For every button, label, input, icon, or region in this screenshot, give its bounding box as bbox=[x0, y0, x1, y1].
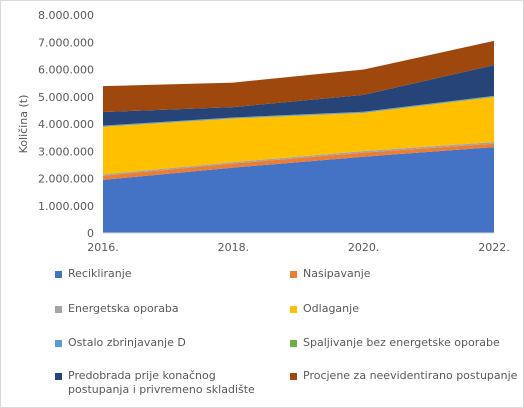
y-tick-label: 5.000.000 bbox=[38, 91, 94, 104]
legend-item: Nasipavanje bbox=[290, 267, 371, 281]
y-axis-label: Količina (t) bbox=[17, 95, 30, 154]
area-series-1 bbox=[103, 143, 494, 180]
legend-swatch bbox=[55, 340, 62, 347]
x-tick-label: 2016. bbox=[87, 241, 119, 254]
area-series-0 bbox=[103, 147, 494, 233]
legend-label: Ostalo zbrinjavanje D bbox=[68, 336, 186, 349]
legend-swatch bbox=[290, 340, 297, 347]
legend-swatch bbox=[290, 373, 297, 380]
legend-item: Odlaganje bbox=[290, 302, 359, 316]
y-tick-label: 1.000.000 bbox=[38, 200, 94, 213]
y-tick-label: 4.000.000 bbox=[38, 118, 94, 131]
legend-swatch bbox=[55, 373, 62, 380]
x-tick-labels: 2016. 2018. 2020. 2022. bbox=[87, 241, 510, 254]
legend-label: Predobrada prije konačnog postupanja i p… bbox=[68, 369, 255, 396]
y-tick-label: 2.000.000 bbox=[38, 173, 94, 186]
legend-swatch bbox=[290, 271, 297, 278]
area-series-4 bbox=[103, 96, 494, 127]
x-tick-label: 2022. bbox=[478, 241, 510, 254]
y-tick-label: 0 bbox=[87, 227, 94, 240]
legend-label: Recikliranje bbox=[68, 267, 132, 280]
legend-swatch bbox=[290, 306, 297, 313]
y-tick-label: 3.000.000 bbox=[38, 145, 94, 158]
legend-item: Predobrada prije konačnog postupanja i p… bbox=[55, 369, 255, 397]
y-tick-label: 6.000.000 bbox=[38, 64, 94, 77]
legend-label: Odlaganje bbox=[303, 302, 359, 315]
area-series-2 bbox=[103, 141, 494, 176]
area-series-6 bbox=[103, 65, 494, 126]
area-series-3 bbox=[103, 97, 494, 175]
legend-label: Energetska oporaba bbox=[68, 302, 179, 315]
legend-item: Ostalo zbrinjavanje D bbox=[55, 336, 186, 350]
legend-item: Recikliranje bbox=[55, 267, 132, 281]
legend-label: Spaljivanje bez energetske oporabe bbox=[303, 336, 500, 349]
legend-item: Procjene za neevidentirano postupanje bbox=[290, 369, 517, 383]
legend-label: Procjene za neevidentirano postupanje bbox=[303, 369, 518, 382]
legend-swatch bbox=[55, 306, 62, 313]
legend-swatch bbox=[55, 271, 62, 278]
y-tick-label: 8.000.000 bbox=[38, 9, 94, 22]
x-tick-label: 2020. bbox=[348, 241, 380, 254]
y-tick-labels: 0 1.000.000 2.000.000 3.000.000 4.000.000 5.0… bbox=[38, 9, 94, 240]
series-areas bbox=[103, 40, 494, 233]
area-series-7 bbox=[103, 40, 494, 113]
y-tick-label: 7.000.000 bbox=[38, 36, 94, 49]
legend-item: Spaljivanje bez energetske oporabe bbox=[290, 336, 500, 350]
x-tick-label: 2018. bbox=[218, 241, 250, 254]
legend-item: Energetska oporaba bbox=[55, 302, 179, 316]
legend-label: Nasipavanje bbox=[303, 267, 371, 280]
